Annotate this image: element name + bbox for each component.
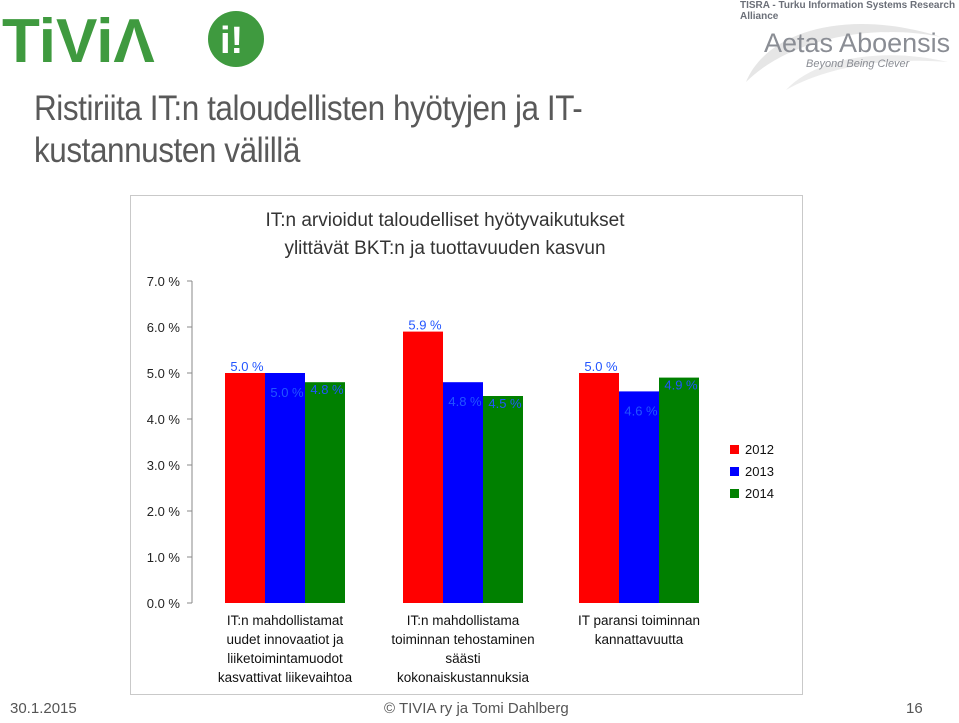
bar [403,331,443,603]
category-label: toiminnan tehostaminen [391,632,534,647]
y-tick-label: 6.0 % [147,320,181,335]
bar [619,391,659,603]
legend-swatch [730,489,739,498]
legend-swatch [730,445,739,454]
y-tick-label: 1.0 % [147,550,181,565]
tivia-logo-circle-mark: i! [220,20,243,62]
bar [265,373,305,603]
bar [483,396,523,603]
bar [305,382,345,603]
category-label: säästi [445,651,480,666]
data-label: 5.9 % [408,318,442,333]
data-label: 5.0 % [584,359,618,374]
legend-label: 2014 [745,486,774,501]
y-tick-label: 7.0 % [147,274,181,289]
category-label: liiketoimintamuodot [227,651,343,666]
data-label: 5.0 % [270,385,304,400]
aetas-swirl-2 [786,55,948,90]
y-tick-label: 4.0 % [147,412,181,427]
slide-title-line1: Ristiriita IT:n taloudellisten hyötyjen … [34,89,583,128]
aetas-swirl [746,24,941,82]
bar [659,377,699,603]
data-label: 4.9 % [664,378,698,393]
category-label: uudet innovaatiot ja [226,632,344,647]
tivia-logo: TiViΛ i! [2,6,272,76]
data-label: 4.5 % [488,396,522,411]
y-tick-label: 3.0 % [147,458,181,473]
footer-copyright: © TIVIA ry ja Tomi Dahlberg [384,700,569,717]
legend-swatch [730,467,739,476]
category-label: IT:n mahdollistamat [227,613,344,628]
data-label: 4.6 % [624,403,658,418]
y-tick-label: 5.0 % [147,366,181,381]
data-label: 5.0 % [230,359,264,374]
bar-chart: IT:n arvioidut taloudelliset hyötyvaikut… [147,210,774,685]
data-label: 4.8 % [310,382,344,397]
category-label: kasvattivat liikevaihtoa [218,670,353,685]
data-label: 4.8 % [448,394,482,409]
bar [443,382,483,603]
brand-tagline: Beyond Being Clever [806,58,911,70]
tivia-logo-circle [208,11,264,67]
category-label: kokonaiskustannuksia [397,670,530,685]
y-tick-label: 0.0 % [147,596,181,611]
footer-date: 30.1.2015 [10,700,77,717]
legend-label: 2013 [745,464,774,479]
chart-title-line: IT:n arvioidut taloudelliset hyötyvaikut… [265,210,625,231]
aetas-logo: Aetas Aboensis Beyond Being Clever [726,12,956,92]
org-line: TISRA - Turku Information Systems Resear… [740,0,956,22]
legend-label: 2012 [745,442,774,457]
page-number: 16 [906,700,923,717]
slide-title: Ristiriita IT:n taloudellisten hyötyjen … [34,88,718,172]
bar [579,373,619,603]
category-label: IT:n mahdollistama [407,613,520,628]
slide-title-line2: kustannusten välillä [34,131,300,170]
brand-name: Aetas Aboensis [764,28,950,58]
y-tick-label: 2.0 % [147,504,181,519]
bar [225,373,265,603]
category-label: IT paransi toiminnan [578,613,700,628]
category-label: kannattavuutta [595,632,684,647]
tivia-logo-text: TiViΛ [2,7,155,70]
chart-title-line: ylittävät BKT:n ja tuottavuuden kasvun [284,238,605,259]
